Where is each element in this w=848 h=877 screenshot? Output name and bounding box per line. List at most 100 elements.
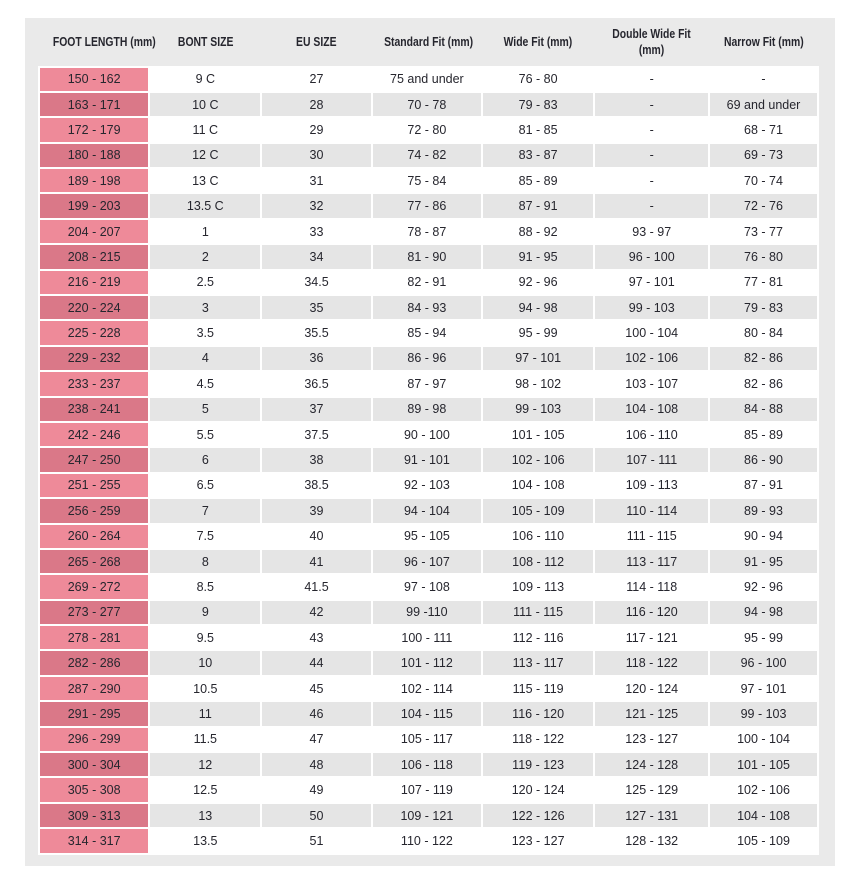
cell-wide-fit-mm: 111 - 115	[483, 600, 594, 625]
cell-eu-size: 37	[262, 397, 371, 421]
cell-wide-fit-mm: 91 - 95	[483, 245, 594, 269]
cell-narrow-fit-mm: 80 - 84	[710, 321, 817, 345]
cell-foot-length: 291 - 295	[40, 702, 149, 726]
cell-double-wide-fit-mm: -	[595, 118, 709, 142]
cell-standard-fit-mm: 100 - 111	[372, 626, 482, 650]
cell-bont-size: 9	[150, 600, 261, 625]
cell-eu-size: 36.5	[262, 372, 371, 396]
cell-double-wide-fit-mm: 118 - 122	[595, 651, 709, 675]
cell-bont-size: 10.5	[150, 676, 261, 701]
cell-eu-size: 28	[262, 92, 371, 117]
cell-wide-fit-mm: 122 - 126	[483, 803, 594, 828]
cell-wide-fit-mm: 108 - 112	[483, 549, 594, 574]
cell-wide-fit-mm: 106 - 110	[483, 524, 594, 548]
cell-foot-length: 229 - 232	[40, 346, 149, 371]
column-header-label: Wide Fit (mm)	[503, 33, 573, 49]
cell-standard-fit-mm: 84 - 93	[372, 296, 482, 320]
cell-standard-fit-mm: 81 - 90	[372, 245, 482, 269]
cell-foot-length: 180 - 188	[40, 143, 149, 168]
cell-wide-fit-mm: 102 - 106	[483, 448, 594, 472]
cell-bont-size: 1	[150, 219, 261, 244]
cell-narrow-fit-mm: 92 - 96	[710, 575, 817, 599]
cell-double-wide-fit-mm: 113 - 117	[595, 549, 709, 574]
cell-narrow-fit-mm: 89 - 93	[710, 499, 817, 523]
cell-bont-size: 2.5	[150, 270, 261, 295]
cell-eu-size: 46	[262, 702, 371, 726]
cell-foot-length: 287 - 290	[40, 676, 149, 701]
cell-foot-length: 247 - 250	[40, 448, 149, 472]
cell-wide-fit-mm: 88 - 92	[483, 219, 594, 244]
cell-bont-size: 11	[150, 702, 261, 726]
cell-double-wide-fit-mm: -	[595, 67, 709, 91]
cell-foot-length: 300 - 304	[40, 753, 149, 777]
cell-eu-size: 40	[262, 524, 371, 548]
cell-foot-length: 163 - 171	[40, 92, 149, 117]
column-header-double-wide-fit-mm: Double Wide Fit (mm)	[595, 26, 708, 58]
cell-bont-size: 8	[150, 549, 261, 574]
cell-standard-fit-mm: 74 - 82	[372, 143, 482, 168]
cell-foot-length: 309 - 313	[40, 803, 149, 828]
cell-wide-fit-mm: 97 - 101	[483, 346, 594, 371]
cell-bont-size: 6.5	[150, 473, 261, 498]
cell-eu-size: 35	[262, 296, 371, 320]
cell-double-wide-fit-mm: 121 - 125	[595, 702, 709, 726]
cell-double-wide-fit-mm: 127 - 131	[595, 803, 709, 828]
cell-standard-fit-mm: 92 - 103	[372, 473, 482, 498]
cell-foot-length: 238 - 241	[40, 397, 149, 421]
cell-eu-size: 43	[262, 626, 371, 650]
cell-narrow-fit-mm: 86 - 90	[710, 448, 817, 472]
cell-narrow-fit-mm: 97 - 101	[710, 676, 817, 701]
cell-double-wide-fit-mm: 99 - 103	[595, 296, 709, 320]
cell-standard-fit-mm: 87 - 97	[372, 372, 482, 396]
cell-foot-length: 216 - 219	[40, 270, 149, 295]
cell-bont-size: 10	[150, 651, 261, 675]
cell-narrow-fit-mm: 82 - 86	[710, 346, 817, 371]
cell-narrow-fit-mm: 105 - 109	[710, 829, 817, 853]
cell-wide-fit-mm: 94 - 98	[483, 296, 594, 320]
cell-double-wide-fit-mm: 93 - 97	[595, 219, 709, 244]
cell-wide-fit-mm: 83 - 87	[483, 143, 594, 168]
cell-narrow-fit-mm: 77 - 81	[710, 270, 817, 295]
cell-bont-size: 3.5	[150, 321, 261, 345]
cell-narrow-fit-mm: 100 - 104	[710, 727, 817, 752]
cell-foot-length: 199 - 203	[40, 194, 149, 218]
cell-standard-fit-mm: 96 - 107	[372, 549, 482, 574]
cell-eu-size: 45	[262, 676, 371, 701]
cell-wide-fit-mm: 113 - 117	[483, 651, 594, 675]
cell-bont-size: 12.5	[150, 778, 261, 802]
cell-standard-fit-mm: 86 - 96	[372, 346, 482, 371]
cell-wide-fit-mm: 92 - 96	[483, 270, 594, 295]
cell-foot-length: 278 - 281	[40, 626, 149, 650]
column-header-label: Narrow Fit (mm)	[723, 33, 804, 49]
cell-standard-fit-mm: 70 - 78	[372, 92, 482, 117]
cell-wide-fit-mm: 119 - 123	[483, 753, 594, 777]
cell-double-wide-fit-mm: -	[595, 169, 709, 193]
cell-narrow-fit-mm: 70 - 74	[710, 169, 817, 193]
cell-narrow-fit-mm: 76 - 80	[710, 245, 817, 269]
cell-bont-size: 5	[150, 397, 261, 421]
cell-bont-size: 4.5	[150, 372, 261, 396]
cell-eu-size: 27	[262, 67, 371, 91]
cell-standard-fit-mm: 107 - 119	[372, 778, 482, 802]
cell-foot-length: 242 - 246	[40, 422, 149, 447]
cell-eu-size: 30	[262, 143, 371, 168]
cell-wide-fit-mm: 98 - 102	[483, 372, 594, 396]
cell-foot-length: 256 - 259	[40, 499, 149, 523]
cell-narrow-fit-mm: 73 - 77	[710, 219, 817, 244]
cell-standard-fit-mm: 97 - 108	[372, 575, 482, 599]
column-header-eu-size: EU SIZE	[262, 34, 370, 50]
cell-wide-fit-mm: 116 - 120	[483, 702, 594, 726]
cell-bont-size: 5.5	[150, 422, 261, 447]
cell-narrow-fit-mm: 101 - 105	[710, 753, 817, 777]
cell-eu-size: 51	[262, 829, 371, 853]
cell-double-wide-fit-mm: 123 - 127	[595, 727, 709, 752]
cell-wide-fit-mm: 99 - 103	[483, 397, 594, 421]
cell-eu-size: 37.5	[262, 422, 371, 447]
cell-bont-size: 9.5	[150, 626, 261, 650]
cell-bont-size: 13.5	[150, 829, 261, 853]
cell-wide-fit-mm: 105 - 109	[483, 499, 594, 523]
cell-narrow-fit-mm: 87 - 91	[710, 473, 817, 498]
column-header-label: Double Wide Fit (mm)	[612, 25, 691, 57]
cell-double-wide-fit-mm: 110 - 114	[595, 499, 709, 523]
cell-standard-fit-mm: 75 and under	[372, 67, 482, 91]
